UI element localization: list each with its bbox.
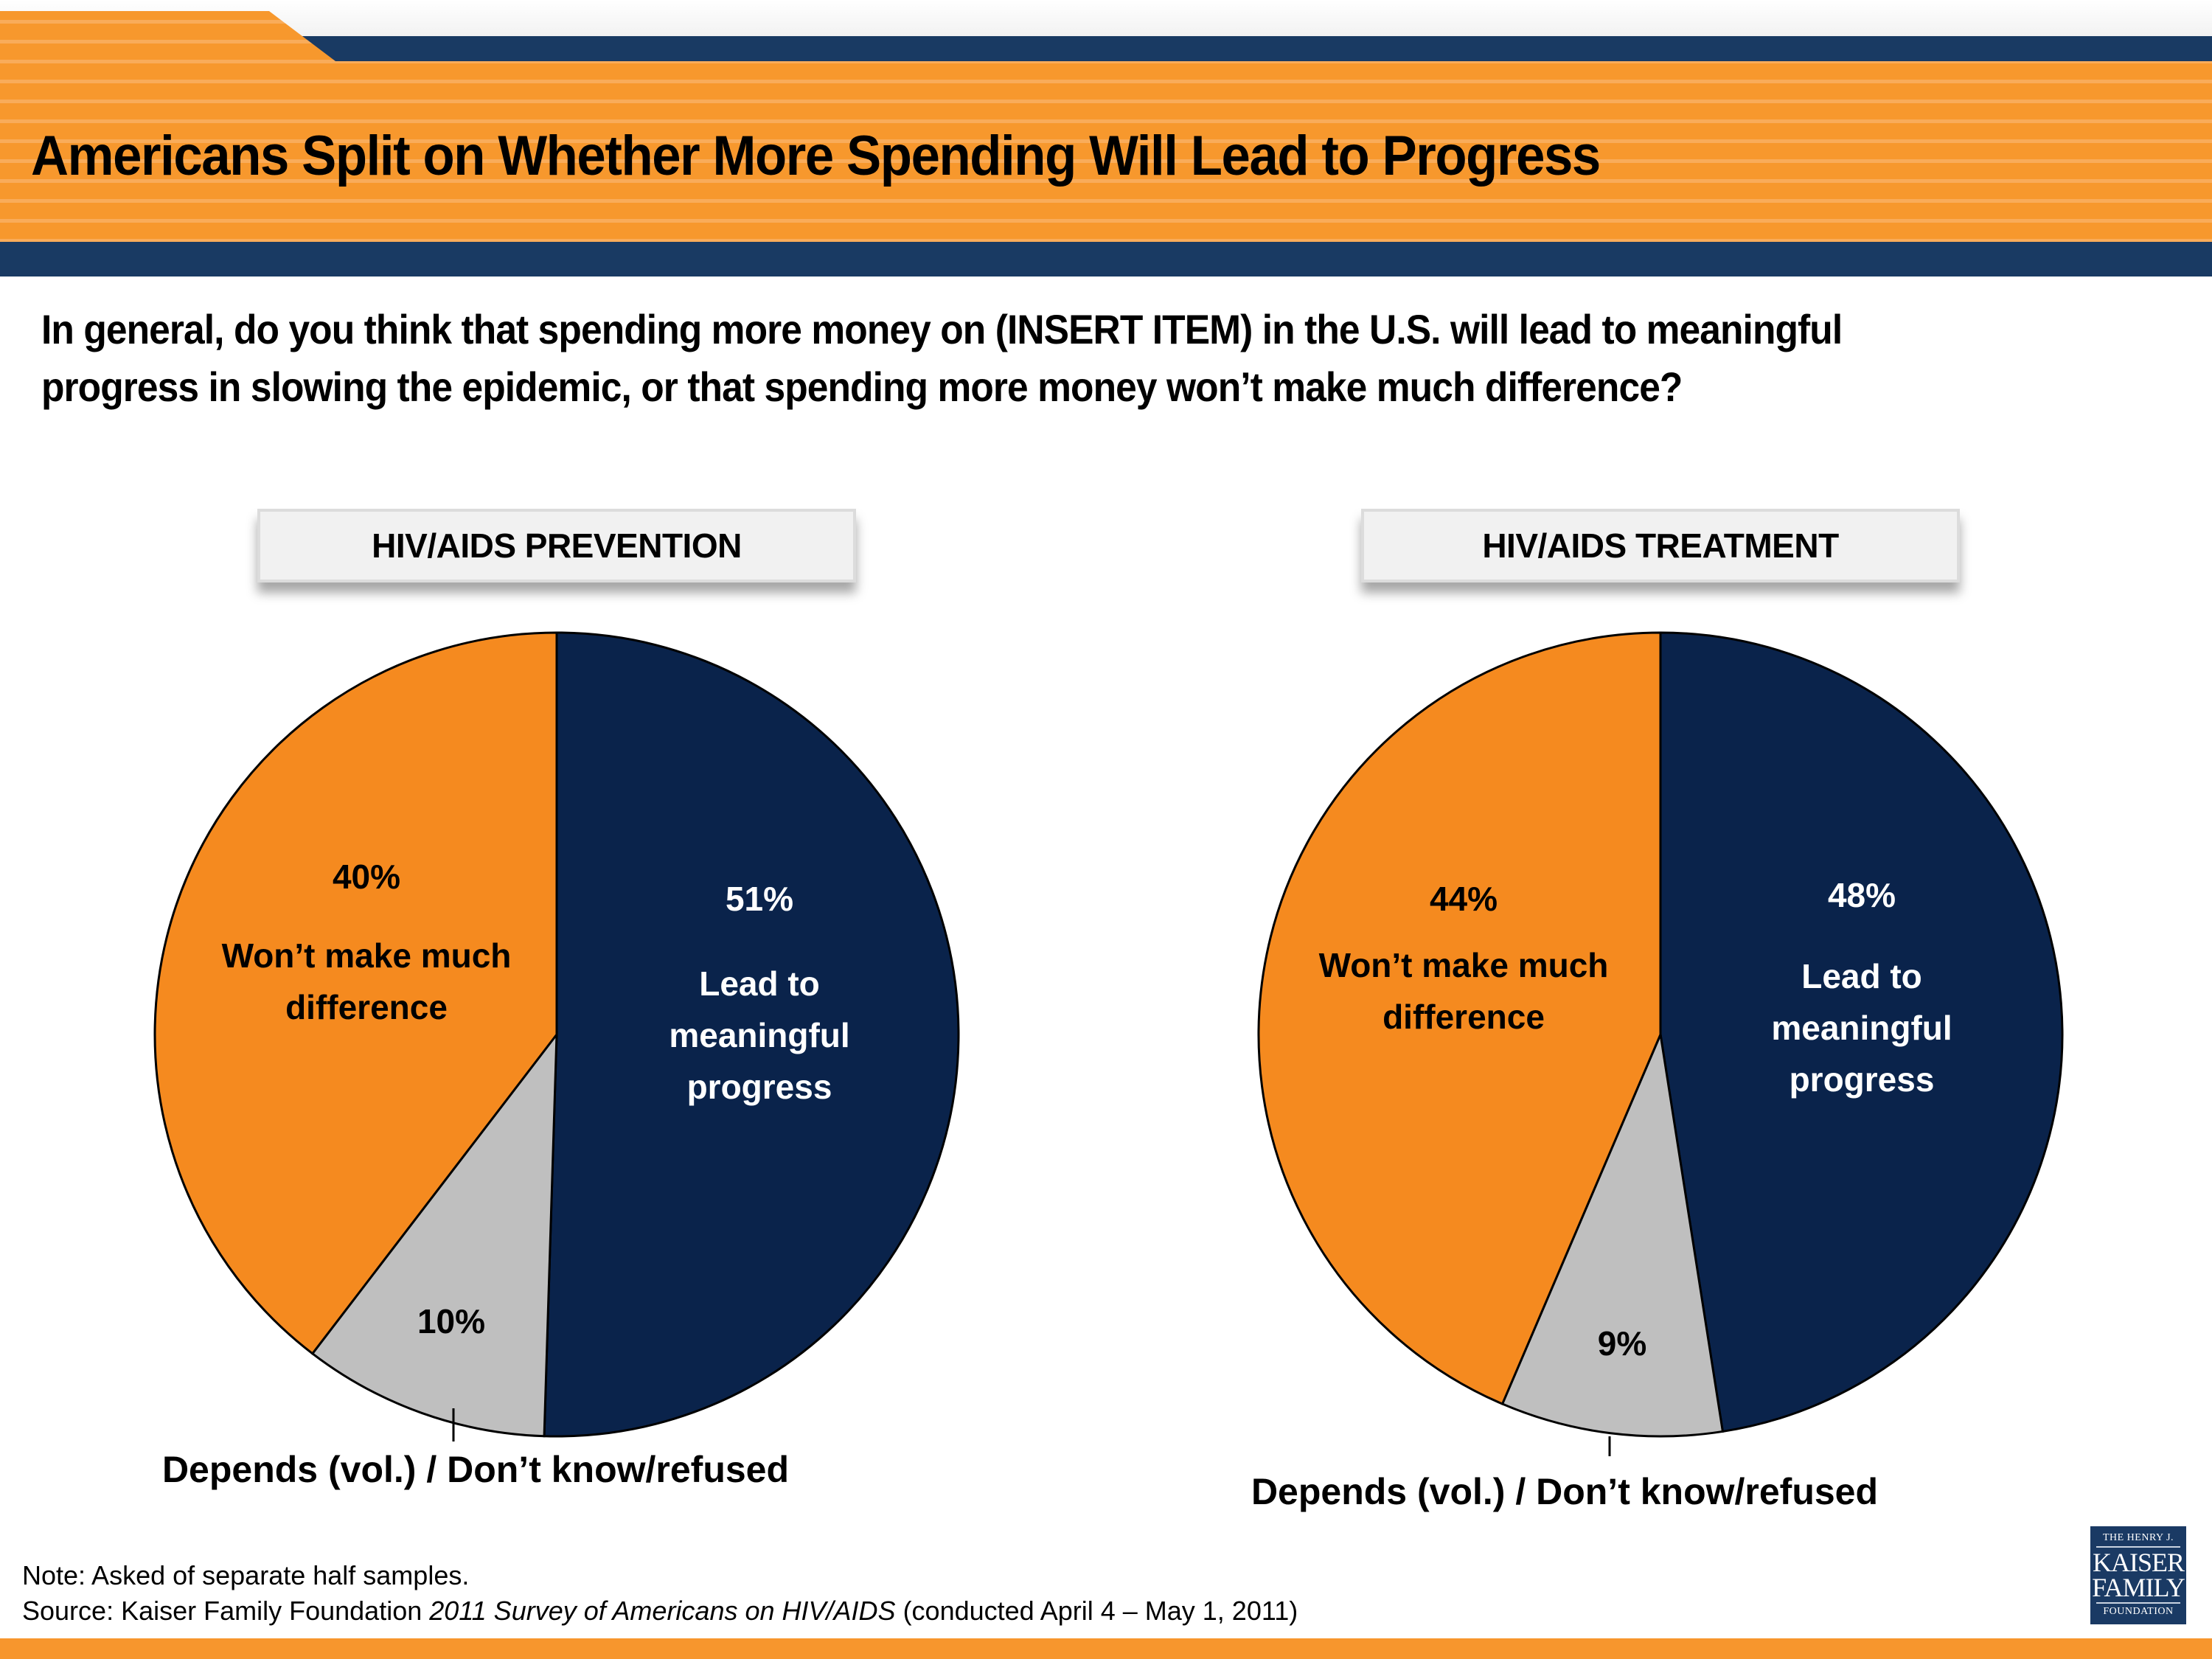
source-suffix: (conducted April 4 – May 1, 2011) [895, 1596, 1298, 1626]
prevention-pie: 51% Lead to meaningful progress 10% 40% Won’t … [153, 631, 960, 1490]
survey-question: In general, do you think that spending m… [41, 301, 2036, 416]
logo-rule-bottom [2096, 1602, 2180, 1604]
logo-line-2: KAISER [2092, 1548, 2185, 1577]
treatment-chart-title: HIV/AIDS TREATMENT [1361, 509, 1960, 582]
pie-value-label: 51% [726, 880, 793, 918]
logo-line-4: FOUNDATION [2103, 1606, 2174, 1617]
pie-slice-lead-to-meaningful-progress [543, 631, 960, 1438]
pie-category-label: Lead to [1801, 957, 1922, 995]
source-prefix: Source: Kaiser Family Foundation [22, 1596, 430, 1626]
pie-value-label: 10% [417, 1302, 485, 1340]
footnote: Note: Asked of separate half samples. So… [22, 1558, 1298, 1629]
footer-orange-bar [0, 1638, 2212, 1659]
pie-category-label: Lead to [699, 964, 820, 1003]
pie-category-label: difference [1382, 998, 1545, 1036]
pie-value-label: 9% [1598, 1324, 1646, 1363]
slide-title: Americans Split on Whether More Spending… [31, 125, 1601, 187]
footnote-source: Source: Kaiser Family Foundation 2011 Su… [22, 1593, 1298, 1629]
pie-value-label: 48% [1828, 876, 1896, 914]
prevention-chart-title-text: HIV/AIDS PREVENTION [372, 526, 742, 565]
survey-question-line-2: progress in slowing the epidemic, or tha… [41, 364, 1683, 410]
header-banner [0, 0, 2212, 276]
pie-value-label: 40% [333, 858, 400, 896]
header-navy-band-bottom [0, 242, 2212, 276]
pie-category-label: progress [1790, 1060, 1935, 1099]
pie-category-label: Won’t make much [222, 936, 512, 975]
source-survey-title: 2011 Survey of Americans on HIV/AIDS [429, 1596, 896, 1626]
treatment-chart-title-text: HIV/AIDS TREATMENT [1482, 526, 1839, 565]
pie-value-label: 44% [1430, 880, 1498, 918]
header-top-fade [0, 0, 2212, 36]
pie-slice-won-t-make-much-difference [1257, 631, 1662, 1406]
logo-rule-top [2096, 1546, 2180, 1548]
pie-category-label: meaningful [1771, 1009, 1952, 1047]
treatment-pie: 48% Lead to meaningful progress 9% 44% Won’t m… [1251, 631, 2064, 1512]
depends-callout-label: Depends (vol.) / Don’t know/refused [1251, 1471, 1878, 1512]
pie-category-label: difference [285, 988, 448, 1026]
kaiser-family-foundation-logo: THE HENRY J. KAISER FAMILY FOUNDATION [2090, 1526, 2186, 1624]
pie-slice-lead-to-meaningful-progress [1659, 631, 2064, 1433]
pie-category-label: progress [687, 1068, 832, 1106]
pie-slice-won-t-make-much-difference [153, 631, 558, 1355]
survey-question-line-1: In general, do you think that spending m… [41, 306, 1843, 352]
pie-category-label: meaningful [669, 1016, 849, 1054]
header-navy-band-top [295, 36, 2212, 61]
pie-category-label: Won’t make much [1319, 946, 1609, 984]
footnote-note: Note: Asked of separate half samples. [22, 1560, 470, 1590]
pie-slice-depends-vol-don-t-know-refused [310, 1031, 558, 1438]
logo-line-1: THE HENRY J. [2102, 1532, 2174, 1543]
logo-line-3: FAMILY [2092, 1573, 2185, 1602]
pie-slice-depends-vol-don-t-know-refused [1500, 1030, 1725, 1438]
depends-callout-label: Depends (vol.) / Don’t know/refused [162, 1449, 789, 1490]
header-orange-band [0, 11, 2212, 242]
prevention-chart-title: HIV/AIDS PREVENTION [257, 509, 856, 582]
